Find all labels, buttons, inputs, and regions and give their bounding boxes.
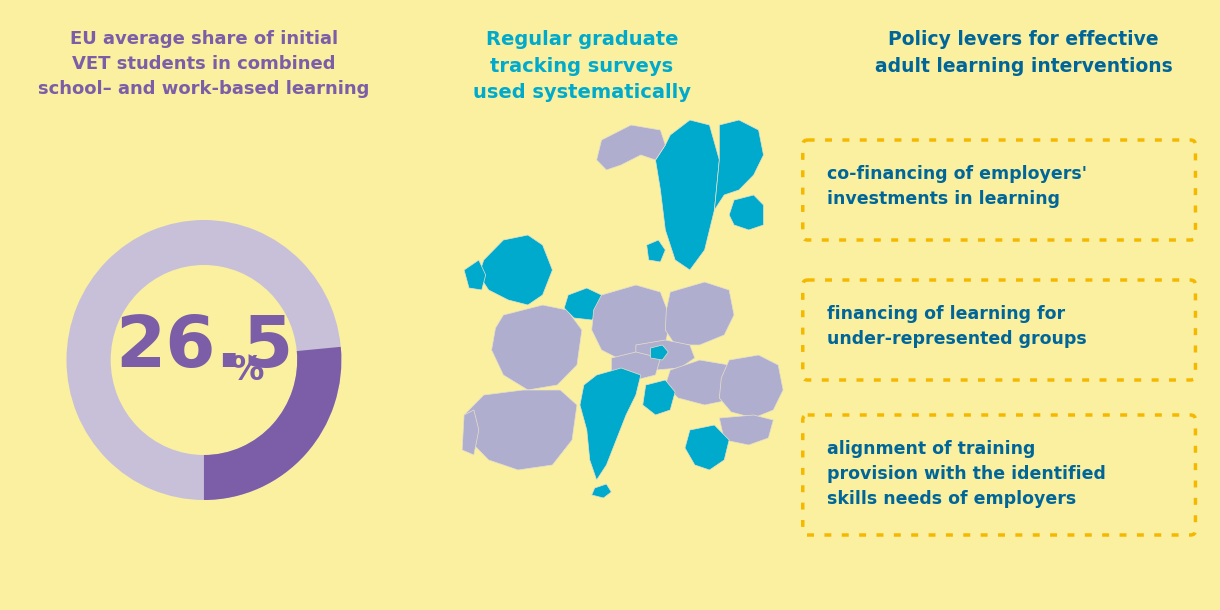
Text: Policy levers for effective
adult learning interventions: Policy levers for effective adult learni… [875,30,1172,76]
Text: %: % [231,354,264,387]
Polygon shape [655,120,720,270]
Polygon shape [720,355,783,418]
Polygon shape [715,120,764,210]
Wedge shape [66,220,342,500]
Polygon shape [665,360,739,405]
Text: 26.5: 26.5 [115,314,293,382]
Polygon shape [592,285,670,360]
Polygon shape [464,260,486,290]
Text: alignment of training
provision with the identified
skills needs of employers: alignment of training provision with the… [827,440,1107,508]
Polygon shape [492,305,582,390]
Polygon shape [592,484,611,498]
Polygon shape [462,410,478,455]
Text: Regular graduate
tracking surveys
used systematically: Regular graduate tracking surveys used s… [473,30,691,102]
Polygon shape [650,345,669,360]
Polygon shape [636,340,694,370]
Polygon shape [720,415,773,445]
Polygon shape [464,390,577,470]
Text: EU average share of initial
VET students in combined
school– and work-based lear: EU average share of initial VET students… [38,30,370,98]
Wedge shape [204,347,342,500]
Polygon shape [564,288,604,320]
Text: financing of learning for
under-represented groups: financing of learning for under-represen… [827,305,1087,348]
Polygon shape [597,125,665,170]
Polygon shape [684,425,730,470]
Polygon shape [478,235,553,305]
Text: co-financing of employers'
investments in learning: co-financing of employers' investments i… [827,165,1087,208]
Polygon shape [730,195,764,230]
Polygon shape [611,352,660,380]
Polygon shape [647,240,665,262]
Polygon shape [580,368,640,480]
Polygon shape [643,380,675,415]
Polygon shape [665,282,734,345]
